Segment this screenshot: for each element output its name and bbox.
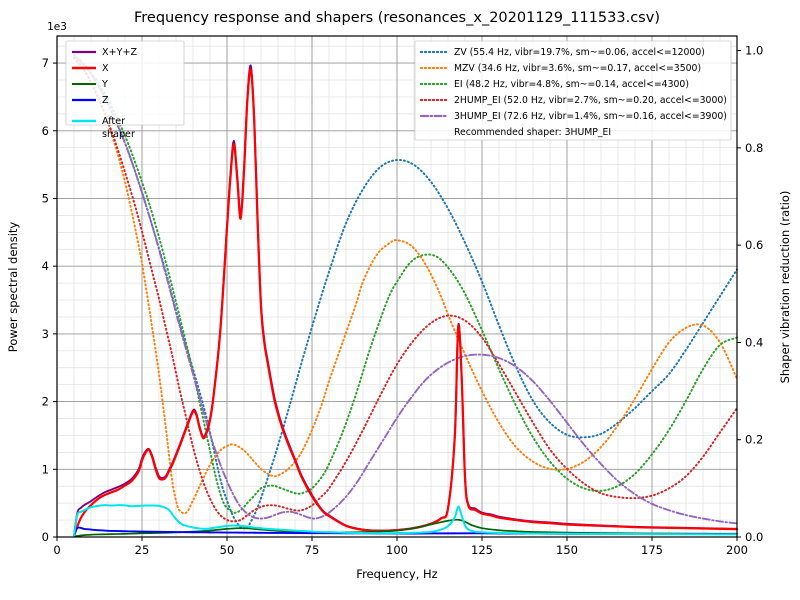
psd-legend-box xyxy=(65,40,185,126)
y-tick-label: 1 xyxy=(42,462,49,476)
x-tick-label: 50 xyxy=(220,543,235,557)
shaper-legend-label: 2HUMP_EI (52.0 Hz, vibr=2.7%, sm~=0.20, … xyxy=(454,95,727,106)
shaper-legend-item-zv[interactable]: ZV (55.4 Hz, vibr=19.7%, sm~=0.06, accel… xyxy=(419,47,705,58)
y2-axis-label: Shaper vibration reduction (ratio) xyxy=(778,191,792,384)
x-tick-label: 100 xyxy=(386,543,408,557)
psd-legend-item-y[interactable]: Y xyxy=(72,79,108,90)
y2-tick-label: 0.4 xyxy=(745,335,763,349)
psd-curves xyxy=(72,64,739,538)
x-tick-label: 150 xyxy=(556,543,578,557)
x-tick-label: 175 xyxy=(641,543,663,557)
y-tick-label: 0 xyxy=(42,530,49,544)
y-tick-label: 3 xyxy=(42,327,49,341)
shaper-legend-item-ei[interactable]: EI (48.2 Hz, vibr=4.8%, sm~=0.14, accel<… xyxy=(419,79,689,90)
y-tick-label: 4 xyxy=(42,259,49,273)
shaper-curve-2hump_ei xyxy=(73,56,738,523)
shaper-legend-item-3hump_ei[interactable]: 3HUMP_EI (72.6 Hz, vibr=1.4%, sm~=0.16, … xyxy=(419,111,727,122)
psd-legend-label: X+Y+Z xyxy=(102,47,138,58)
x-tick-label: 0 xyxy=(53,543,60,557)
x-tick-label: 75 xyxy=(305,543,320,557)
y2-tick-label: 0.6 xyxy=(745,238,763,252)
shaper-legend-box xyxy=(414,40,732,141)
shaper-curves xyxy=(73,54,738,530)
psd-legend-label: Y xyxy=(101,79,108,90)
psd-curve-x xyxy=(72,68,739,537)
psd-legend-item-after-shaper[interactable]: After shaper xyxy=(72,116,135,140)
y-axis-ticks: 0 1 2 3 4 5 6 7 xyxy=(42,56,57,544)
y2-tick-label: 0.0 xyxy=(745,530,763,544)
y-tick-label: 6 xyxy=(42,124,49,138)
shaper-legend-item-2hump_ei[interactable]: 2HUMP_EI (52.0 Hz, vibr=2.7%, sm~=0.20, … xyxy=(419,95,727,106)
y-axis-label: Power spectral density xyxy=(6,222,20,353)
recommended-shaper-note: Recommended shaper: 3HUMP_EI xyxy=(454,127,611,138)
shaper-legend[interactable]: ZV (55.4 Hz, vibr=19.7%, sm~=0.06, accel… xyxy=(414,40,732,141)
y2-tick-label: 1.0 xyxy=(745,44,763,58)
psd-legend-label: X xyxy=(102,63,109,74)
y-axis-offset-label: 1e3 xyxy=(47,21,67,33)
psd-legend-label: shaper xyxy=(102,129,135,140)
psd-legend-item-z[interactable]: Z xyxy=(72,95,109,106)
y-tick-label: 2 xyxy=(42,395,49,409)
x-axis-label: Frequency, Hz xyxy=(356,567,437,581)
shaper-curve-3hump_ei xyxy=(73,54,738,525)
x-tick-label: 125 xyxy=(471,543,493,557)
x-axis-ticks: 0 25 50 75 100 125 150 175 200 xyxy=(53,537,748,557)
y2-tick-label: 0.8 xyxy=(745,141,763,155)
psd-legend-label: After xyxy=(102,116,125,127)
chart-title: Frequency response and shapers (resonanc… xyxy=(134,10,660,26)
psd-legend-label: Z xyxy=(102,95,109,106)
psd-legend-item-x[interactable]: X xyxy=(72,63,109,74)
x-tick-label: 200 xyxy=(726,543,748,557)
psd-legend[interactable]: X+Y+Z XYZ After shaper xyxy=(65,40,185,140)
x-tick-label: 25 xyxy=(135,543,150,557)
y2-tick-label: 0.2 xyxy=(745,433,763,447)
shaper-legend-label: 3HUMP_EI (72.6 Hz, vibr=1.4%, sm~=0.16, … xyxy=(454,111,727,122)
shaper-legend-item-mzv[interactable]: MZV (34.6 Hz, vibr=3.6%, sm~=0.17, accel… xyxy=(419,63,701,74)
shaper-legend-label: EI (48.2 Hz, vibr=4.8%, sm~=0.14, accel<… xyxy=(454,79,689,90)
shaper-legend-label: ZV (55.4 Hz, vibr=19.7%, sm~=0.06, accel… xyxy=(454,47,705,58)
psd-curve-after-shaper xyxy=(73,504,738,537)
psd-legend-item-x-y-z[interactable]: X+Y+Z xyxy=(72,47,138,58)
y-tick-label: 7 xyxy=(42,56,49,70)
y-tick-label: 5 xyxy=(42,191,49,205)
y2-axis-ticks: 0.0 0.2 0.4 0.6 0.8 1.0 xyxy=(737,44,763,544)
shaper-legend-label: MZV (34.6 Hz, vibr=3.6%, sm~=0.17, accel… xyxy=(454,63,701,74)
